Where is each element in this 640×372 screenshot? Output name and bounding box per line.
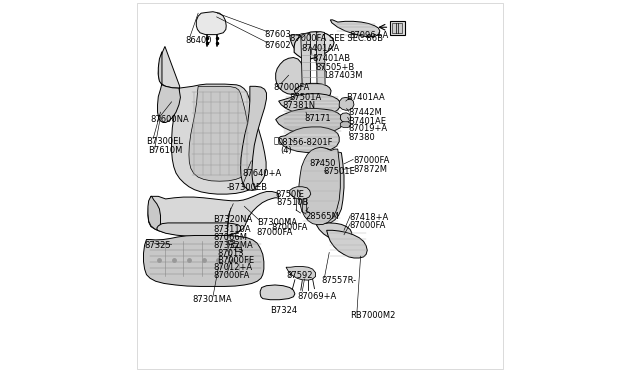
Text: 87000FA: 87000FA — [271, 223, 308, 232]
Text: 87096+A: 87096+A — [349, 31, 388, 40]
Text: 87603: 87603 — [264, 30, 291, 39]
Text: B7401AA: B7401AA — [347, 93, 385, 102]
Polygon shape — [260, 285, 295, 300]
Polygon shape — [392, 23, 402, 33]
Polygon shape — [241, 86, 266, 190]
Text: 87000FA: 87000FA — [349, 221, 386, 230]
Polygon shape — [316, 223, 352, 241]
Text: 87325: 87325 — [145, 241, 172, 250]
Text: 87000FA: 87000FA — [353, 156, 390, 166]
Text: 87557R-: 87557R- — [322, 276, 357, 285]
Polygon shape — [232, 243, 237, 247]
Text: 87418+A: 87418+A — [349, 213, 388, 222]
Text: B7300EL: B7300EL — [146, 137, 183, 146]
Text: 87501A: 87501A — [290, 93, 322, 102]
Polygon shape — [276, 109, 343, 134]
Text: 87380: 87380 — [349, 133, 376, 142]
Polygon shape — [390, 20, 405, 35]
Polygon shape — [294, 32, 334, 59]
Text: 87592: 87592 — [286, 271, 312, 280]
Polygon shape — [235, 247, 241, 251]
Text: 87510B: 87510B — [276, 198, 309, 207]
Text: 87450: 87450 — [309, 158, 335, 168]
Text: 87019+A: 87019+A — [349, 124, 388, 133]
Polygon shape — [278, 94, 340, 116]
Polygon shape — [157, 52, 180, 122]
Polygon shape — [148, 196, 161, 231]
Text: B7610M: B7610M — [148, 147, 182, 155]
Polygon shape — [158, 46, 266, 194]
Text: 87501E: 87501E — [324, 167, 355, 176]
Polygon shape — [301, 33, 310, 96]
Text: 87171: 87171 — [305, 114, 331, 123]
Polygon shape — [157, 223, 241, 237]
Polygon shape — [276, 58, 306, 94]
Polygon shape — [294, 83, 331, 100]
Text: -B7300EB: -B7300EB — [227, 183, 268, 192]
Text: 87332MA: 87332MA — [213, 241, 253, 250]
Text: B7300MA: B7300MA — [257, 218, 298, 227]
Polygon shape — [340, 122, 350, 128]
Text: 87000FA: 87000FA — [213, 271, 250, 280]
Text: Ⓑ: Ⓑ — [274, 137, 279, 145]
Text: 86400: 86400 — [185, 36, 212, 45]
Polygon shape — [290, 187, 311, 199]
Text: 873110A: 873110A — [213, 225, 250, 234]
Text: 87301MA: 87301MA — [193, 295, 232, 304]
Text: 87000FA: 87000FA — [257, 228, 293, 237]
Text: 87505+B: 87505+B — [316, 63, 355, 72]
Text: 87381N: 87381N — [282, 101, 316, 110]
Text: 87602: 87602 — [264, 41, 291, 50]
Text: RB7000M2: RB7000M2 — [350, 311, 396, 320]
Text: (4): (4) — [280, 146, 292, 155]
Polygon shape — [299, 147, 340, 225]
Polygon shape — [330, 20, 380, 37]
Polygon shape — [148, 192, 278, 237]
Text: 08156-8201F: 08156-8201F — [278, 138, 333, 147]
Polygon shape — [143, 235, 264, 286]
Text: 87442M: 87442M — [349, 108, 383, 118]
Text: 87013: 87013 — [218, 249, 244, 258]
Polygon shape — [290, 35, 316, 59]
Text: 8750lE: 8750lE — [275, 190, 304, 199]
Polygon shape — [228, 240, 234, 244]
Text: 87000FA SEE SEC.86B: 87000FA SEE SEC.86B — [290, 34, 383, 43]
Polygon shape — [278, 127, 339, 153]
Text: B7000FE: B7000FE — [218, 256, 255, 265]
Text: 87872M: 87872M — [353, 164, 387, 173]
Text: L87403M: L87403M — [324, 71, 362, 80]
Text: 87640+A: 87640+A — [243, 169, 282, 177]
Text: B7320NA: B7320NA — [213, 215, 252, 224]
Polygon shape — [307, 148, 344, 224]
Polygon shape — [326, 230, 367, 258]
Polygon shape — [340, 113, 351, 122]
Polygon shape — [196, 12, 226, 35]
Text: 87066M: 87066M — [213, 233, 247, 242]
Text: 87000FA: 87000FA — [274, 83, 310, 92]
Polygon shape — [316, 32, 325, 96]
Polygon shape — [189, 86, 252, 181]
Polygon shape — [286, 266, 316, 280]
Polygon shape — [339, 97, 354, 110]
Text: 87401AB: 87401AB — [312, 54, 350, 63]
Text: 87600NA: 87600NA — [150, 115, 189, 124]
Text: 87069+A: 87069+A — [298, 292, 337, 301]
Text: 87401AA: 87401AA — [301, 44, 340, 53]
Text: B7324: B7324 — [270, 306, 297, 315]
Text: B7401AE: B7401AE — [348, 116, 386, 125]
Text: 87012+A: 87012+A — [213, 263, 252, 272]
Text: 28565M: 28565M — [305, 212, 339, 221]
